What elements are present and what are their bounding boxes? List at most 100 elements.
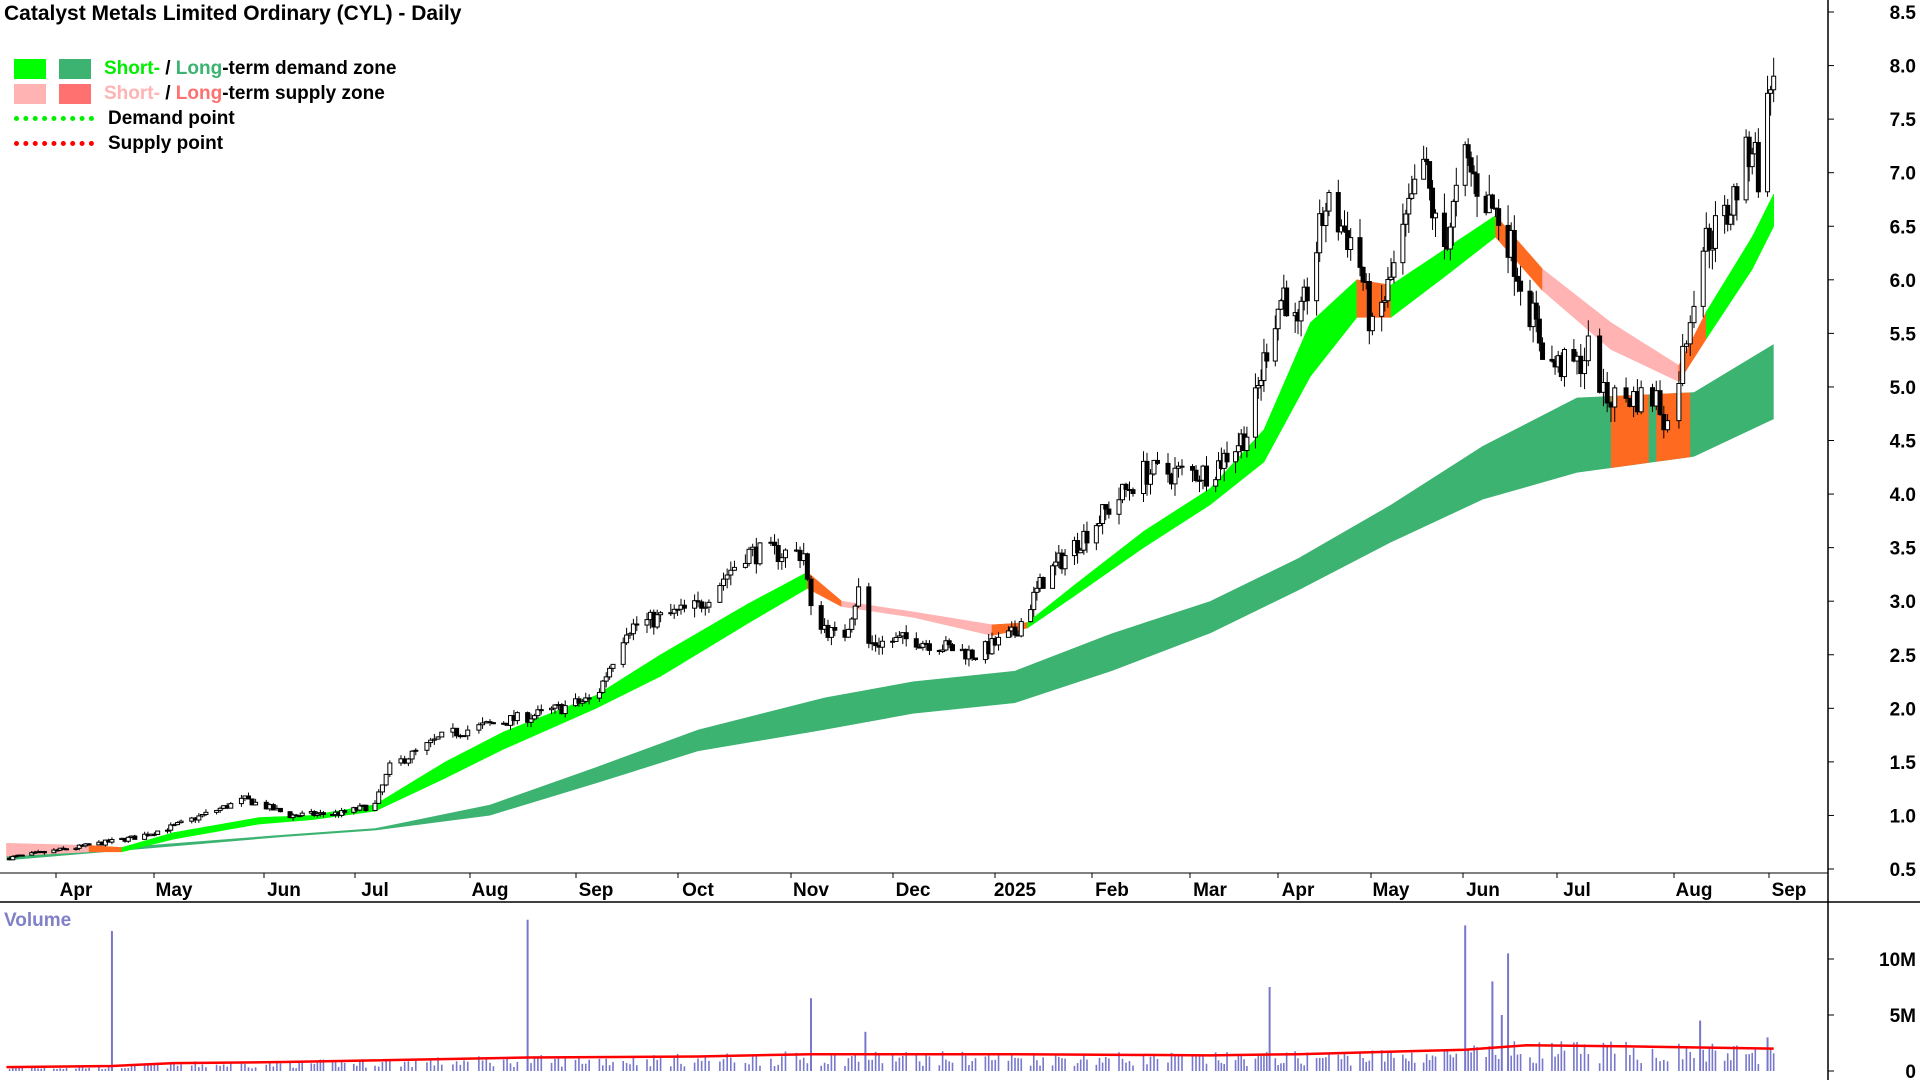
y-tick-label: 8.0: [1890, 57, 1916, 78]
candle-up: [1382, 300, 1388, 303]
candle-down: [1040, 577, 1046, 589]
candle-down: [1357, 237, 1363, 268]
candle-up: [1712, 215, 1718, 249]
legend-short-label: Short-: [104, 57, 160, 79]
candle-up: [702, 606, 708, 609]
candle-up: [1172, 467, 1178, 485]
candle-up: [1244, 436, 1250, 452]
candle-up: [73, 847, 79, 850]
candle-up: [238, 797, 244, 805]
volume-y-tick-label: 0: [1905, 1062, 1916, 1080]
candle-up: [155, 830, 161, 835]
candle-up: [1687, 322, 1693, 345]
candle-down: [1335, 192, 1341, 233]
candle-down: [1540, 342, 1546, 360]
candle-down: [1657, 390, 1663, 415]
candle-up: [1731, 186, 1737, 216]
candle-up: [76, 844, 82, 849]
candle-up: [1314, 252, 1320, 302]
candle-down: [1549, 358, 1555, 362]
candle-up: [1028, 609, 1034, 623]
long-term-supply-block: [1610, 394, 1649, 468]
candle-up: [624, 634, 630, 644]
candle-down: [132, 835, 138, 840]
candle-up: [19, 854, 25, 857]
candle-up: [600, 680, 606, 693]
candle-down: [1012, 626, 1018, 636]
candle-down: [1430, 187, 1436, 219]
short-term-supply-zone: [912, 611, 993, 636]
candle-up: [1275, 308, 1281, 330]
candle-up: [1151, 459, 1157, 475]
volume-y-tick-label: 10M: [1879, 950, 1916, 971]
candle-up: [1018, 621, 1024, 637]
candle-up: [424, 742, 430, 751]
candle-up: [178, 820, 184, 824]
short-demand-swatch: [14, 58, 46, 79]
candle-up: [480, 722, 486, 726]
candle-up: [706, 601, 712, 608]
candle-up: [658, 612, 664, 616]
candle-up: [1348, 237, 1354, 250]
candle-up: [920, 642, 926, 648]
candle-down: [804, 553, 810, 580]
x-tick-label: Jul: [1563, 880, 1590, 901]
candle-up: [217, 807, 223, 811]
short-term-demand-zone: [1263, 322, 1311, 463]
x-tick-label: Feb: [1095, 880, 1129, 901]
candle-up: [1255, 385, 1261, 389]
candle-down: [1103, 504, 1109, 510]
candle-up: [671, 608, 677, 614]
candle-down: [1342, 225, 1347, 232]
x-tick-label: Aug: [472, 880, 509, 901]
candle-up: [314, 813, 320, 816]
candle-up: [782, 549, 788, 559]
candle-down: [866, 586, 872, 644]
candle-down: [1441, 212, 1447, 247]
candle-up: [1406, 197, 1412, 215]
candle-up: [1450, 200, 1456, 228]
candle-down: [1465, 144, 1471, 159]
candle-up: [1768, 89, 1774, 94]
candle-down: [1474, 173, 1480, 197]
y-tick-label: 8.5: [1890, 3, 1917, 24]
candle-up: [1031, 591, 1037, 611]
candle-up: [1100, 504, 1106, 524]
candle-up: [168, 824, 174, 831]
candle-up: [692, 600, 698, 609]
candle-up: [1053, 561, 1059, 567]
candle-down: [681, 604, 687, 609]
candle-up: [1261, 352, 1267, 382]
legend-long-label: Long: [175, 82, 223, 104]
long-term-supply-block: [1656, 392, 1691, 462]
candle-up: [1034, 587, 1040, 593]
candle-up: [1462, 144, 1468, 186]
candle-down: [1597, 335, 1603, 393]
legend-demand-text: -term demand zone: [222, 57, 397, 79]
candle-down: [277, 807, 283, 813]
y-tick-label: 6.0: [1890, 271, 1916, 292]
candle-down: [1427, 161, 1433, 189]
candle-down: [913, 638, 919, 648]
candle-up: [856, 586, 862, 607]
candle-up: [1409, 193, 1415, 199]
candle-up: [1665, 420, 1671, 431]
candle-down: [270, 804, 276, 811]
candle-down: [1533, 302, 1539, 320]
x-tick-label: Apr: [1282, 880, 1315, 901]
candle-up: [435, 736, 441, 740]
candle-up: [409, 750, 415, 760]
volume-moving-average-line: [6, 1043, 1774, 1069]
legend-supply-point-label: Supply point: [108, 132, 224, 154]
candle-down: [1264, 352, 1270, 362]
candle-up: [610, 663, 616, 669]
candle-down: [86, 843, 92, 846]
short-term-demand-zone: [258, 815, 312, 825]
candle-up: [549, 707, 555, 711]
candle-up: [1120, 483, 1125, 501]
candle-up: [199, 814, 205, 817]
y-tick-label: 5.5: [1890, 324, 1917, 345]
short-term-demand-zone: [1705, 235, 1753, 340]
x-tick-label: Apr: [60, 880, 93, 901]
